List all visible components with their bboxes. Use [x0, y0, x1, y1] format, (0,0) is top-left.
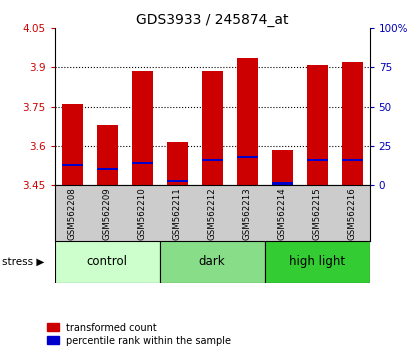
Text: GSM562210: GSM562210 — [138, 188, 147, 240]
Text: GSM562213: GSM562213 — [243, 188, 252, 240]
Bar — [160, 241, 265, 283]
Text: GSM562208: GSM562208 — [68, 188, 76, 240]
Bar — [341, 62, 362, 185]
Bar — [55, 241, 160, 283]
Bar — [307, 159, 328, 161]
Bar — [307, 65, 328, 185]
Bar — [236, 58, 257, 185]
Bar — [62, 164, 83, 166]
Bar — [341, 159, 362, 161]
Bar — [131, 72, 152, 185]
Text: high light: high light — [289, 256, 345, 268]
Bar — [272, 150, 293, 185]
Title: GDS3933 / 245874_at: GDS3933 / 245874_at — [136, 13, 289, 27]
Text: dark: dark — [199, 256, 226, 268]
Bar — [97, 125, 118, 185]
Bar — [131, 162, 152, 164]
Bar — [167, 181, 188, 182]
Text: GSM562214: GSM562214 — [278, 188, 286, 240]
Bar — [236, 156, 257, 159]
Text: GSM562216: GSM562216 — [348, 188, 357, 240]
Bar — [62, 104, 83, 185]
Text: GSM562212: GSM562212 — [207, 188, 217, 240]
Text: stress ▶: stress ▶ — [2, 257, 45, 267]
Legend: transformed count, percentile rank within the sample: transformed count, percentile rank withi… — [47, 323, 231, 346]
Text: GSM562211: GSM562211 — [173, 188, 181, 240]
Text: GSM562215: GSM562215 — [312, 188, 322, 240]
Bar — [265, 241, 370, 283]
Bar — [202, 159, 223, 161]
Bar — [167, 142, 188, 185]
Bar — [202, 72, 223, 185]
Bar — [272, 182, 293, 184]
Text: GSM562209: GSM562209 — [102, 188, 112, 240]
Text: control: control — [87, 256, 128, 268]
Bar — [97, 168, 118, 170]
